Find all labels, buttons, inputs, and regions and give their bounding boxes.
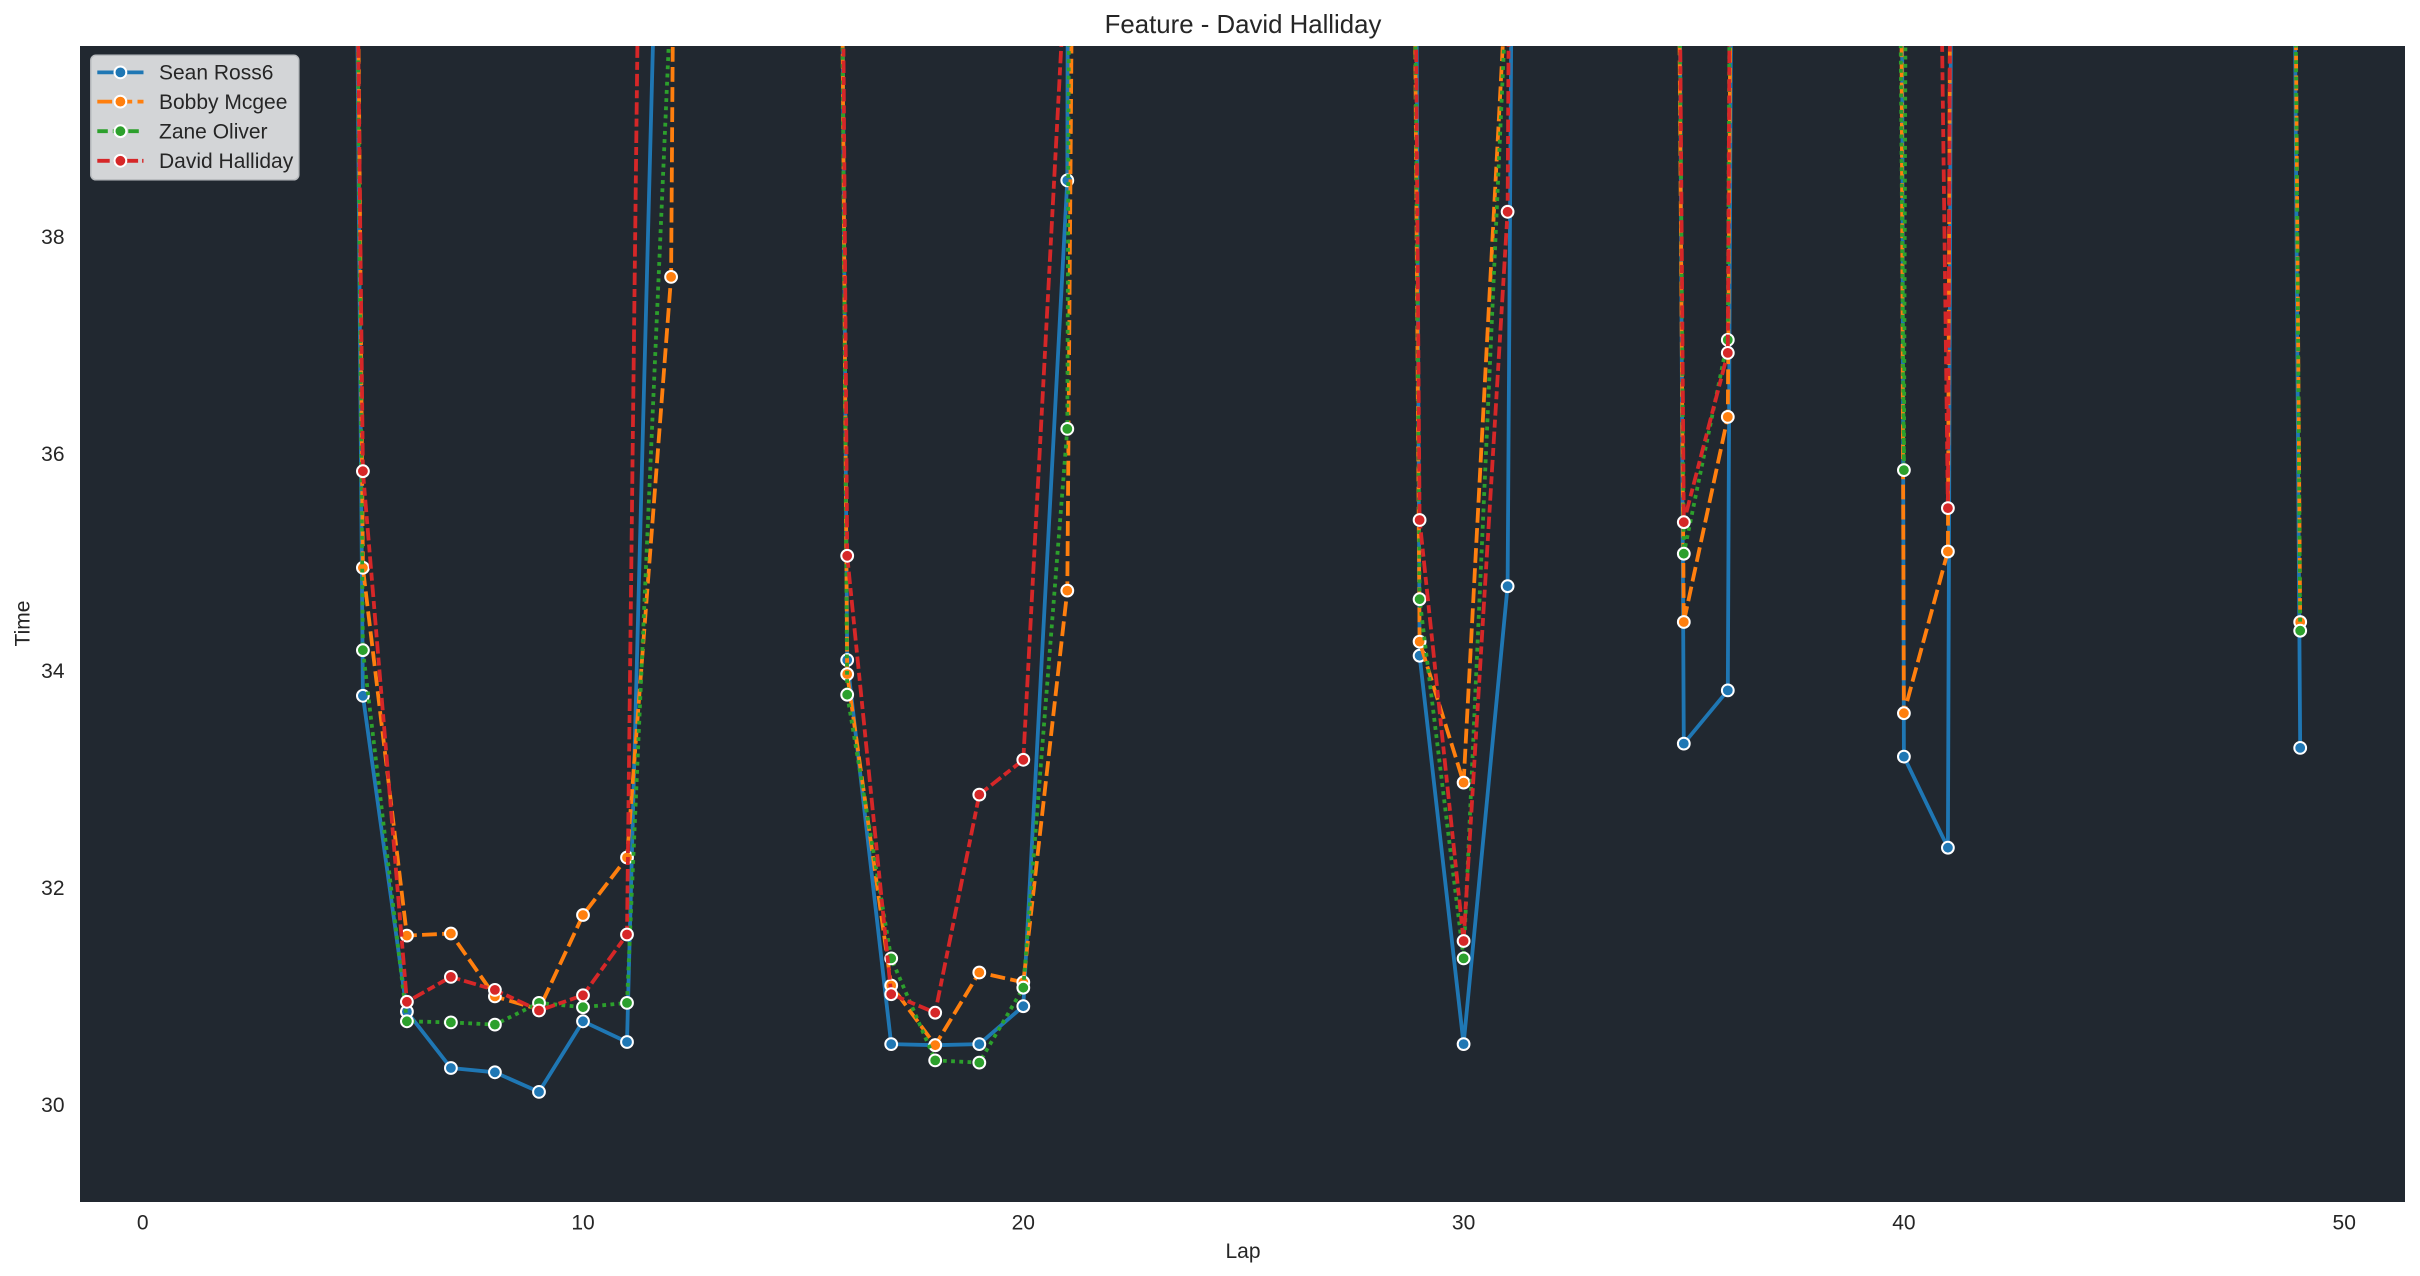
svg-text:40: 40 [1892,1212,1915,1235]
svg-text:David Halliday: David Halliday [159,150,294,173]
svg-text:Bobby Mcgee: Bobby Mcgee [159,91,287,114]
svg-text:0: 0 [137,1212,149,1235]
svg-text:34: 34 [41,660,65,683]
svg-text:36: 36 [41,443,64,466]
svg-text:32: 32 [41,877,64,900]
svg-text:20: 20 [1012,1212,1035,1235]
svg-text:Feature - David Halliday: Feature - David Halliday [1105,11,1382,39]
svg-text:30: 30 [1452,1212,1475,1235]
svg-text:Time: Time [11,601,34,647]
svg-text:38: 38 [41,226,64,249]
svg-text:10: 10 [571,1212,594,1235]
svg-text:30: 30 [41,1094,64,1117]
svg-text:Zane Oliver: Zane Oliver [159,121,268,144]
svg-text:Sean Ross6: Sean Ross6 [159,62,273,85]
svg-text:Lap: Lap [1225,1240,1260,1263]
svg-text:50: 50 [2333,1212,2356,1235]
